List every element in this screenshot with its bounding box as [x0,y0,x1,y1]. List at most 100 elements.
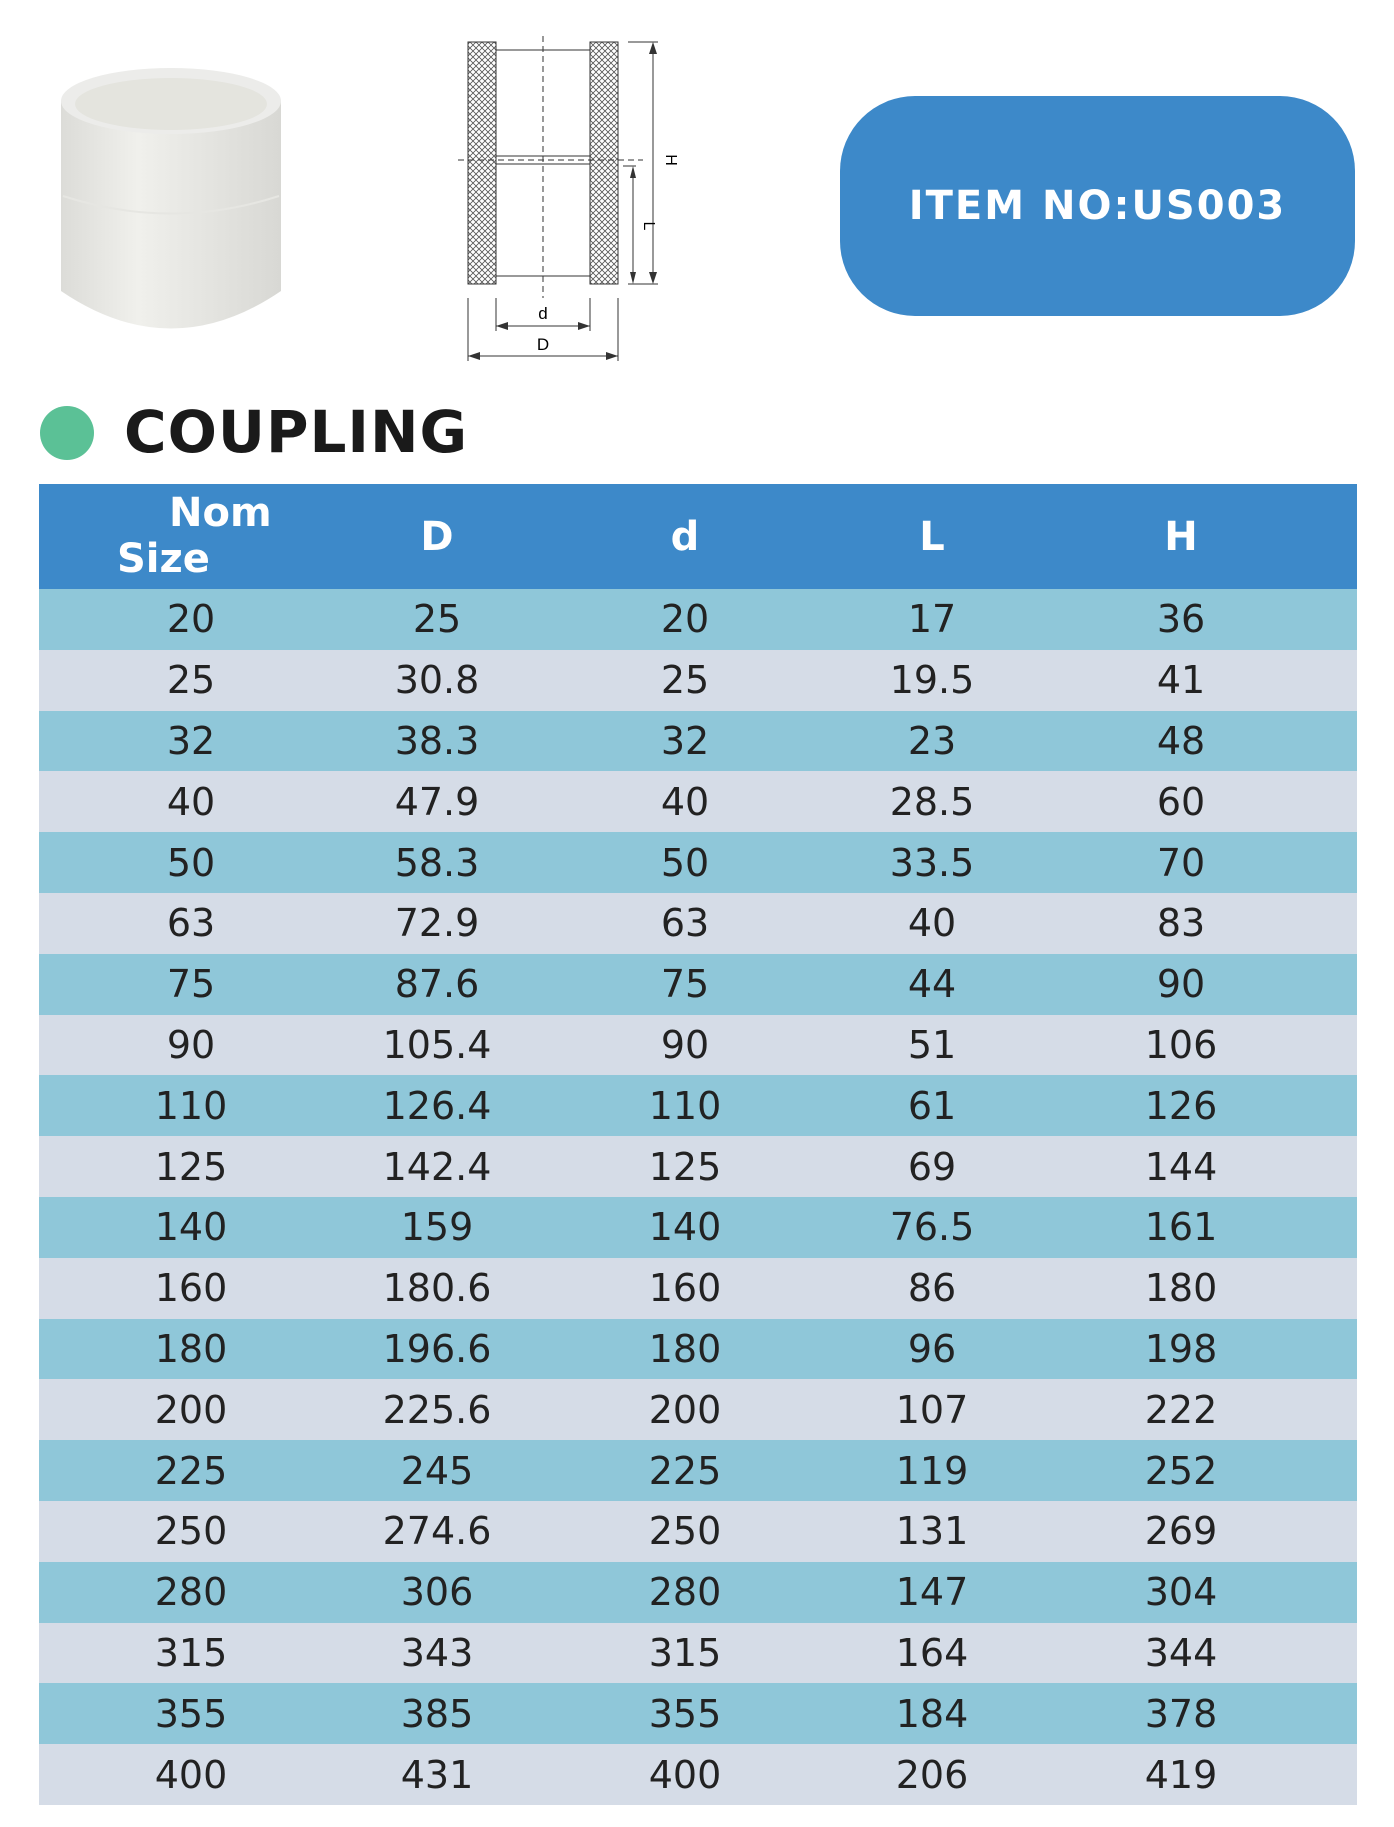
cell-D: 196.6 [382,1326,492,1371]
coupling-product-image [61,68,281,329]
table-row: 140 159 140 76.5 161 [39,1196,1357,1258]
cell-D: 87.6 [394,962,480,1007]
cell-L: 19.5 [889,658,975,703]
cell-D: 30.8 [394,658,480,703]
cell-d: 110 [648,1083,722,1128]
cell-nom-size: 225 [154,1448,228,1493]
cell-H: 48 [1156,718,1206,763]
cell-d: 90 [660,1022,710,1067]
cell-d: 20 [660,597,710,642]
item-number-badge: ITEM NO:US003 [840,96,1355,316]
title-bullet-icon [40,406,94,460]
cell-H: 90 [1156,962,1206,1007]
cell-nom-size: 355 [154,1691,228,1736]
cell-L: 107 [895,1387,969,1432]
dimension-label-D: D [537,335,549,354]
cell-nom-size: 25 [166,658,216,703]
table-row: 280 306 280 147 304 [39,1561,1357,1623]
cell-L: 61 [907,1083,957,1128]
cell-L: 184 [895,1691,969,1736]
page-title: COUPLING [124,398,469,466]
cell-nom-size: 110 [154,1083,228,1128]
cell-L: 51 [907,1022,957,1067]
table-row: 40 47.9 40 28.5 60 [39,771,1357,833]
cell-nom-size: 140 [154,1205,228,1250]
table-row: 110 126.4 110 61 126 [39,1075,1357,1137]
cell-H: 161 [1144,1205,1218,1250]
cell-d: 75 [660,962,710,1007]
cell-H: 198 [1144,1326,1218,1371]
dimension-label-H: H [662,154,679,166]
cell-L: 69 [907,1144,957,1189]
cell-L: 28.5 [889,779,975,824]
cell-L: 119 [895,1448,969,1493]
cell-L: 164 [895,1630,969,1675]
cell-H: 36 [1156,597,1206,642]
cell-L: 33.5 [889,840,975,885]
table-row: 200 225.6 200 107 222 [39,1379,1357,1441]
cell-D: 72.9 [394,901,480,946]
table-row: 225 245 225 119 252 [39,1440,1357,1501]
cell-d: 140 [648,1205,722,1250]
cell-D: 245 [400,1448,474,1493]
cell-D: 47.9 [394,779,480,824]
table-row: 355 385 355 184 378 [39,1683,1357,1745]
cell-D: 343 [400,1630,474,1675]
cell-nom-size: 180 [154,1326,228,1371]
cell-L: 76.5 [889,1205,975,1250]
cell-d: 160 [648,1266,722,1311]
cell-d: 225 [648,1448,722,1493]
cell-d: 63 [660,901,710,946]
cell-H: 344 [1144,1630,1218,1675]
table-row: 20 25 20 17 36 [39,589,1357,650]
cell-D: 180.6 [382,1266,492,1311]
cell-D: 225.6 [382,1387,492,1432]
cell-d: 355 [648,1691,722,1736]
header-d: d [670,513,700,560]
table-row: 160 180.6 160 86 180 [39,1257,1357,1319]
cell-nom-size: 75 [166,962,216,1007]
cell-L: 96 [907,1326,957,1371]
table-header: Nom Size D d L H [39,484,1357,589]
cell-H: 419 [1144,1752,1218,1797]
table-row: 180 196.6 180 96 198 [39,1318,1357,1380]
cell-d: 250 [648,1509,722,1554]
cell-d: 400 [648,1752,722,1797]
cell-nom-size: 20 [166,597,216,642]
cell-H: 126 [1144,1083,1218,1128]
cell-H: 144 [1144,1144,1218,1189]
cell-d: 315 [648,1630,722,1675]
cell-d: 180 [648,1326,722,1371]
cell-D: 431 [400,1752,474,1797]
cell-L: 44 [907,962,957,1007]
cell-L: 40 [907,901,957,946]
cell-d: 25 [660,658,710,703]
cell-L: 86 [907,1266,957,1311]
cell-H: 106 [1144,1022,1218,1067]
cell-H: 60 [1156,779,1206,824]
cell-nom-size: 90 [166,1022,216,1067]
dimension-label-L: L [640,222,657,231]
coupling-dimension-diagram: H L d D [458,36,679,361]
cell-D: 274.6 [382,1509,492,1554]
cell-nom-size: 50 [166,840,216,885]
cell-nom-size: 40 [166,779,216,824]
cell-D: 159 [400,1205,474,1250]
table-row: 75 87.6 75 44 90 [39,953,1357,1015]
table-row: 32 38.3 32 23 48 [39,710,1357,772]
cell-D: 142.4 [382,1144,492,1189]
cell-d: 32 [660,718,710,763]
cell-nom-size: 250 [154,1509,228,1554]
table-row: 50 58.3 50 33.5 70 [39,832,1357,893]
header-D: D [420,513,454,560]
cell-D: 58.3 [394,840,480,885]
table-row: 25 30.8 25 19.5 41 [39,649,1357,711]
table-row: 90 105.4 90 51 106 [39,1014,1357,1076]
cell-H: 41 [1156,658,1206,703]
cell-H: 83 [1156,901,1206,946]
cell-L: 131 [895,1509,969,1554]
cell-L: 23 [907,718,957,763]
cell-L: 147 [895,1570,969,1615]
cell-L: 17 [907,597,957,642]
table-row: 63 72.9 63 40 83 [39,892,1357,954]
